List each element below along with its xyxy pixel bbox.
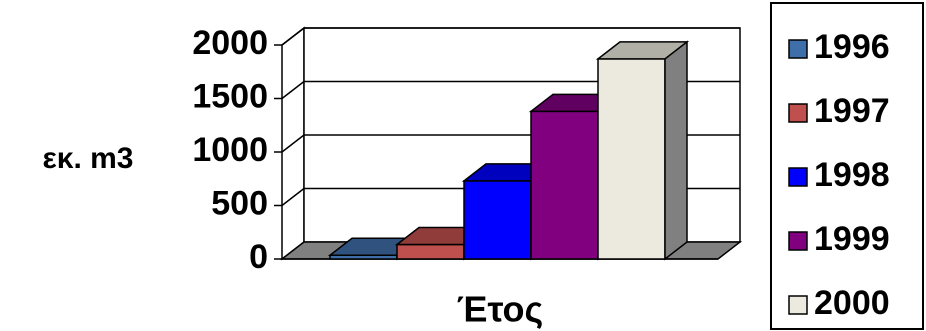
bar-front [597,58,666,260]
gridline-wall [281,27,305,46]
legend-swatch-1998 [788,167,808,187]
gridline-wall [281,80,305,100]
legend-label-1997: 1997 [814,92,890,130]
bars [327,40,690,261]
y-axis-label: εκ. m3 [43,142,134,175]
legend: 1996 1997 1998 1999 2000 [770,2,924,330]
legend-swatch-1996 [788,39,808,59]
gridline-wall [281,134,305,153]
legend-label-1996: 1996 [814,28,890,66]
gridline-wall [281,187,305,207]
y-tick-label: 1500 [192,77,268,115]
legend-swatch-2000 [788,295,808,315]
bar-2000 [595,40,690,261]
bar-front [530,110,599,260]
y-axis-ticks: 0 500 1000 1500 2000 [192,24,282,276]
y-tick-label: 500 [211,184,268,222]
y-tick-label: 2000 [192,24,268,62]
bar-front [463,180,532,260]
y-tick-label: 1000 [192,131,268,169]
y-tick-label: 0 [249,238,268,276]
legend-label-2000: 2000 [814,284,890,322]
bar-side [664,40,688,261]
legend-label-1998: 1998 [814,156,890,194]
legend-swatch-1997 [788,103,808,123]
legend-swatch-1999 [788,231,808,251]
legend-label-1999: 1999 [814,220,890,258]
bar-front [396,243,465,260]
x-axis-label: Έτος [457,289,543,330]
